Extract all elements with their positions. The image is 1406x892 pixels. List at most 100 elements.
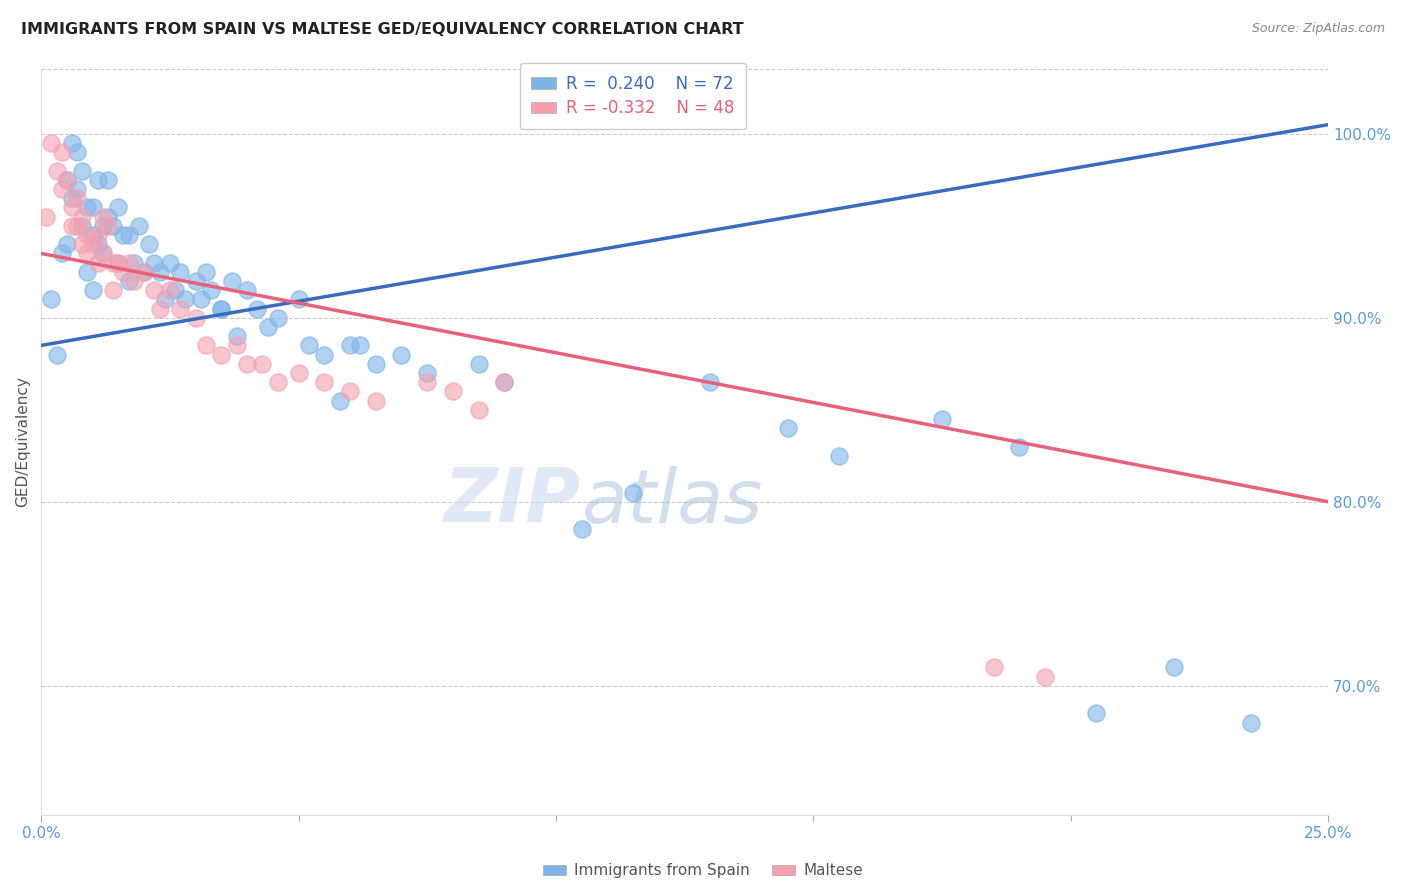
Point (776, 421, 799, 435)
Point (267, 310, 290, 325)
Point (56, 173, 79, 187)
Point (91, 210, 114, 224)
Point (72, 219, 94, 233)
Point (225, 329, 247, 343)
Point (143, 283, 166, 297)
Point (209, 301, 232, 316)
Y-axis label: GED/Equivalency: GED/Equivalency (15, 376, 30, 508)
Point (174, 293, 197, 307)
Point (91, 246, 114, 260)
Point (159, 283, 181, 297)
Point (148, 265, 170, 279)
Point (983, 660, 1005, 674)
Point (236, 283, 259, 297)
Point (51, 145, 73, 160)
Point (138, 237, 160, 252)
Point (298, 338, 321, 352)
Point (339, 384, 361, 399)
Point (416, 375, 439, 389)
Point (91, 246, 114, 260)
Point (467, 402, 489, 417)
Point (194, 338, 217, 352)
Point (76, 201, 98, 215)
Legend: Immigrants from Spain, Maltese: Immigrants from Spain, Maltese (537, 857, 869, 884)
Point (97, 173, 120, 187)
Point (132, 265, 155, 279)
Point (246, 301, 269, 316)
Point (169, 301, 191, 316)
Point (931, 412, 953, 426)
Point (494, 375, 516, 389)
Point (621, 485, 644, 500)
Point (112, 265, 135, 279)
Point (122, 255, 145, 269)
Point (190, 293, 212, 307)
Point (153, 293, 176, 307)
Point (252, 357, 274, 371)
Point (209, 348, 232, 362)
Point (87, 173, 110, 187)
Point (225, 338, 247, 352)
Point (122, 274, 145, 288)
Point (699, 375, 721, 389)
Point (107, 201, 129, 215)
Point (209, 301, 232, 316)
Point (87, 255, 110, 269)
Point (82, 283, 104, 297)
Point (60, 219, 83, 233)
Point (45, 348, 67, 362)
Point (66, 182, 89, 196)
Legend: R =  0.240    N = 72, R = -0.332    N = 48: R = 0.240 N = 72, R = -0.332 N = 48 (520, 63, 747, 129)
Text: Source: ZipAtlas.com: Source: ZipAtlas.com (1251, 22, 1385, 36)
Point (416, 366, 439, 380)
Point (163, 283, 186, 297)
Point (60, 191, 83, 205)
Text: atlas: atlas (582, 466, 763, 538)
Point (467, 357, 489, 371)
Point (66, 219, 89, 233)
Point (1008, 440, 1031, 454)
Point (82, 237, 104, 252)
Point (103, 219, 125, 233)
Point (364, 357, 387, 371)
Point (97, 219, 120, 233)
Point (256, 320, 278, 334)
Point (571, 522, 593, 536)
Point (148, 301, 170, 316)
Point (200, 283, 222, 297)
Point (132, 265, 155, 279)
Point (1240, 715, 1263, 730)
Point (184, 274, 207, 288)
Point (1085, 706, 1108, 721)
Point (76, 265, 98, 279)
Point (287, 366, 309, 380)
Point (103, 255, 125, 269)
Point (91, 219, 114, 233)
Point (128, 219, 150, 233)
Point (391, 348, 413, 362)
Point (349, 338, 371, 352)
Point (159, 255, 181, 269)
Point (56, 173, 79, 187)
Point (1163, 660, 1185, 674)
Point (107, 255, 129, 269)
Point (117, 274, 139, 288)
Point (117, 227, 139, 242)
Text: ZIP: ZIP (444, 465, 582, 538)
Point (287, 293, 309, 307)
Point (97, 210, 120, 224)
Point (169, 265, 191, 279)
Point (82, 201, 104, 215)
Point (494, 375, 516, 389)
Point (41, 293, 63, 307)
Point (339, 338, 361, 352)
Point (72, 210, 94, 224)
Point (51, 182, 73, 196)
Point (72, 163, 94, 178)
Point (112, 227, 135, 242)
Point (221, 274, 243, 288)
Point (66, 191, 89, 205)
Point (314, 348, 336, 362)
Point (41, 136, 63, 150)
Point (72, 237, 94, 252)
